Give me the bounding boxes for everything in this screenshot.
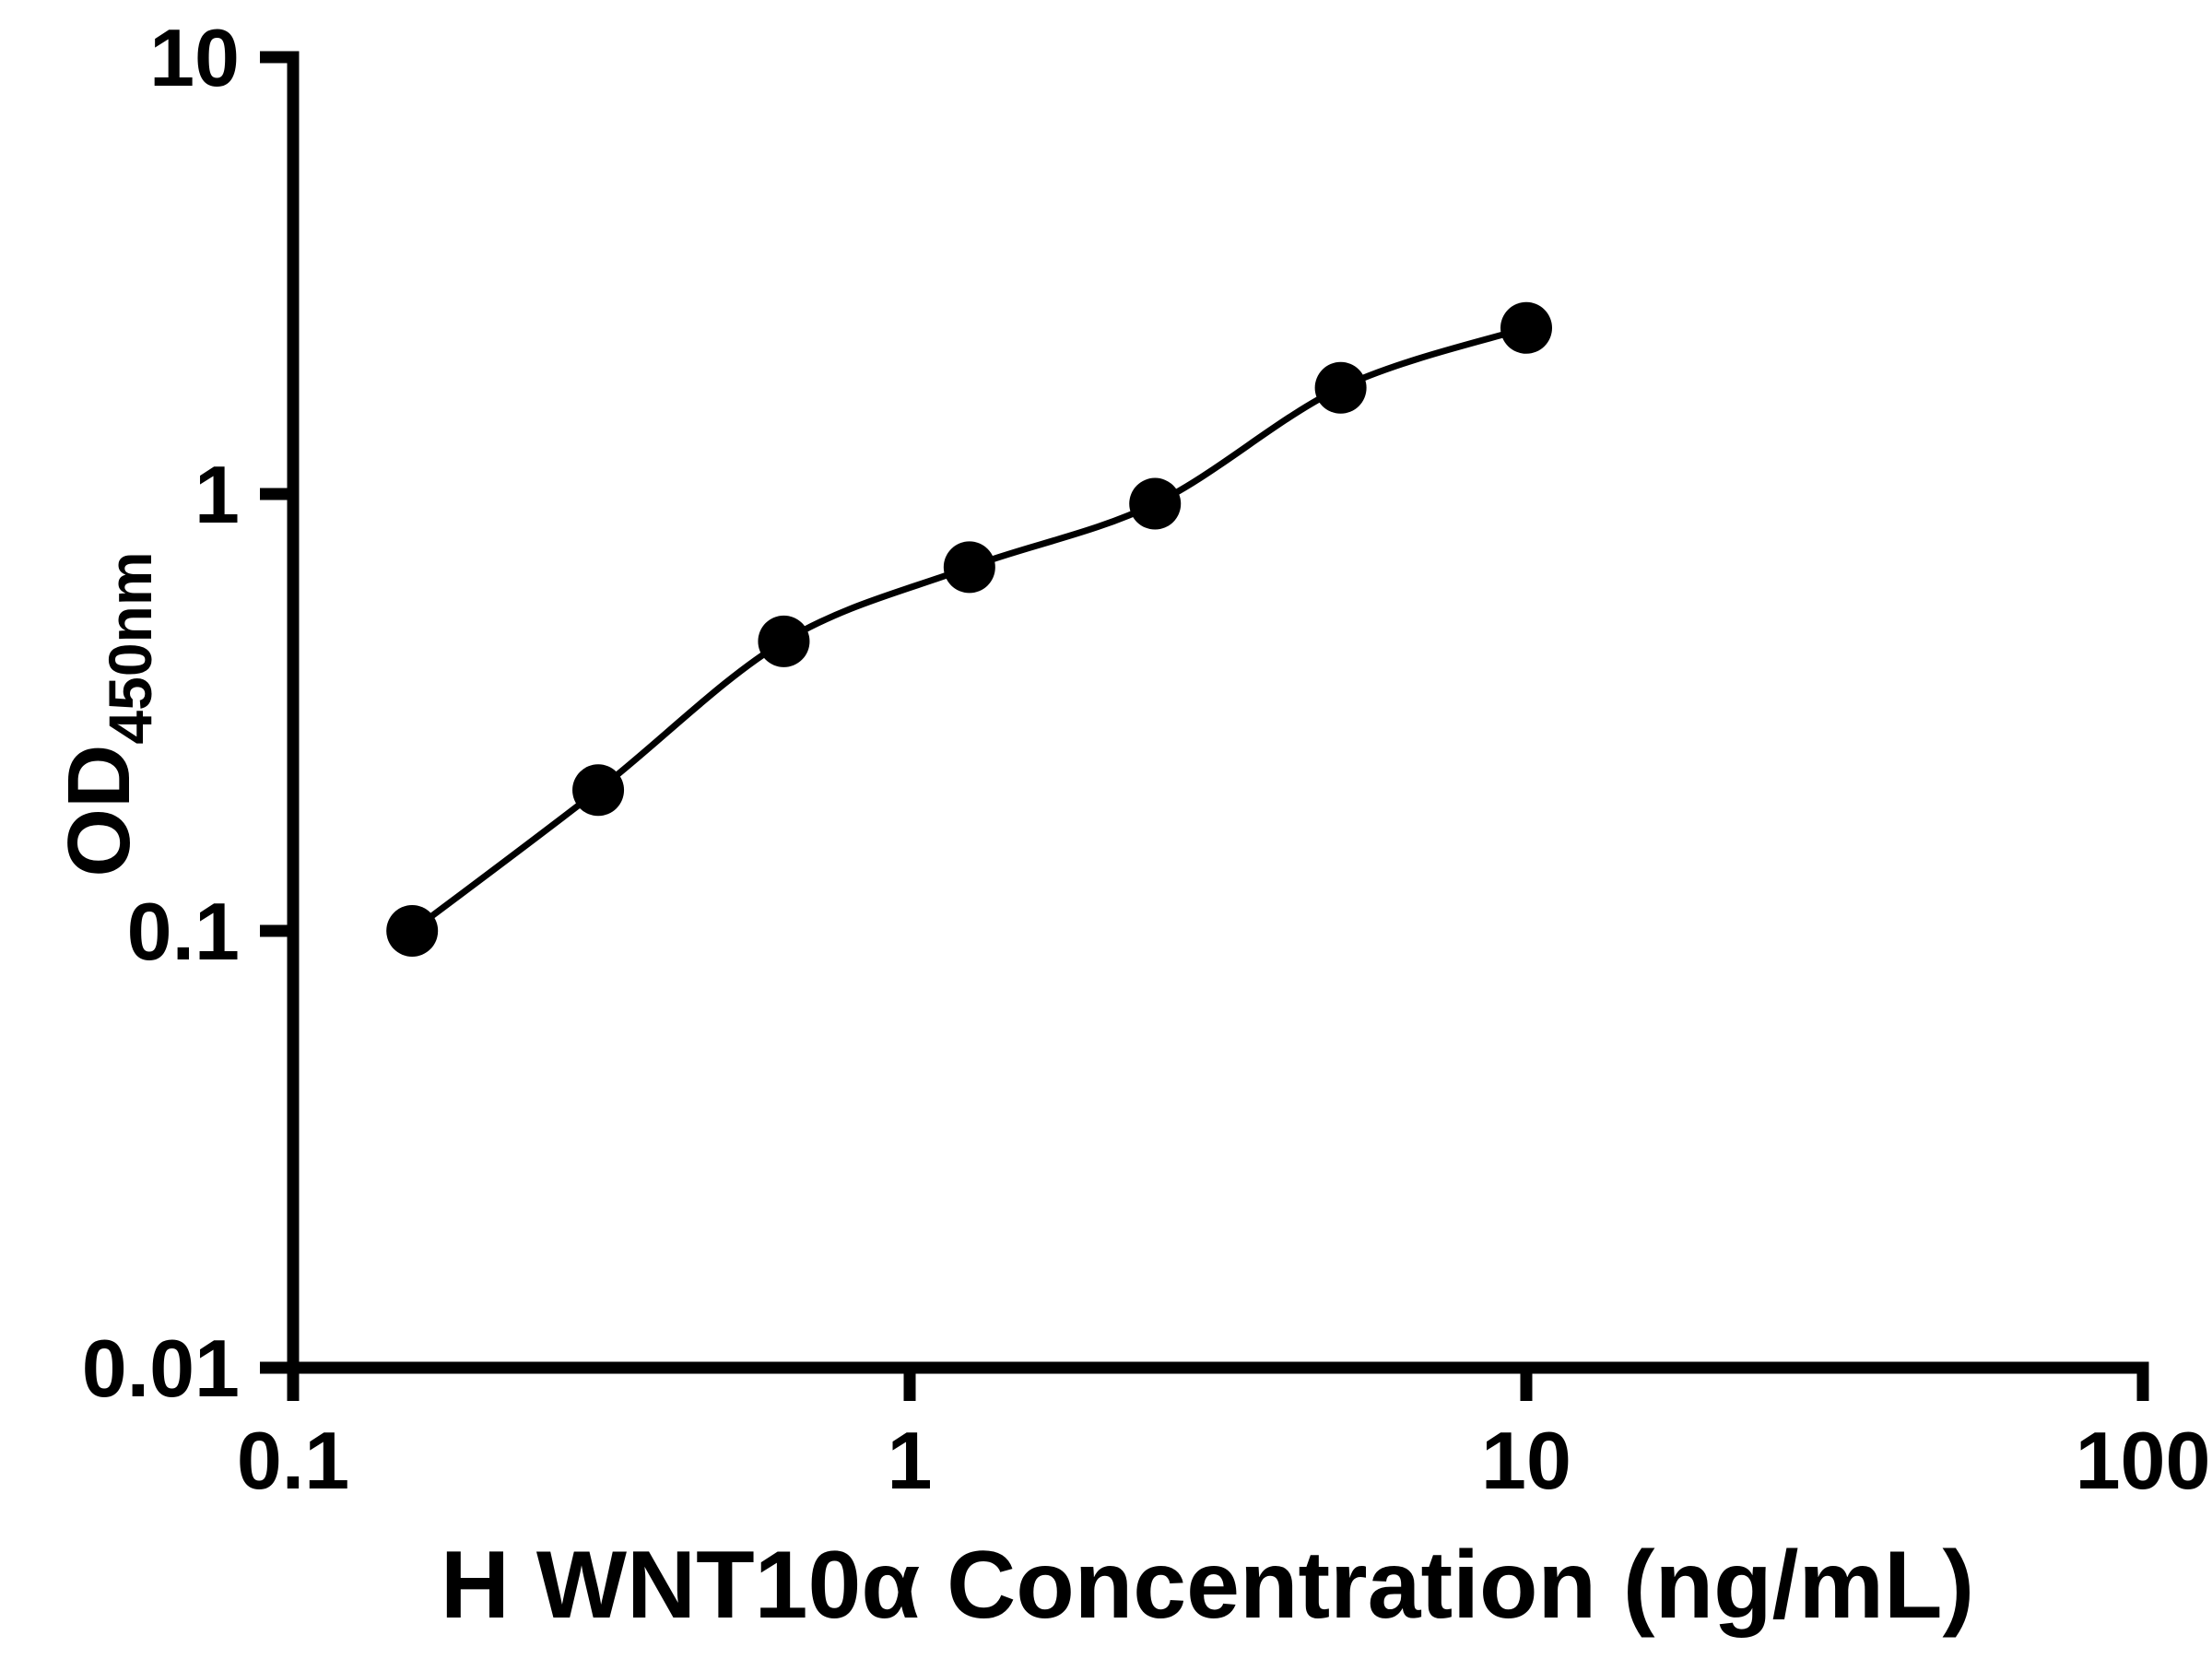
y-tick-label: 0.01: [82, 1323, 240, 1414]
fit-curve: [410, 324, 1528, 934]
x-tick-label: 0.1: [237, 1415, 349, 1506]
data-point: [943, 541, 995, 594]
data-point: [1129, 477, 1182, 530]
x-tick-label: 1: [888, 1415, 933, 1506]
y-tick-label: 0.1: [127, 886, 240, 977]
y-tick-label: 10: [149, 12, 240, 103]
data-point: [758, 615, 810, 667]
x-tick-label: 100: [2076, 1415, 2211, 1506]
data-point: [1500, 301, 1552, 354]
y-axis-title: OD450nm: [50, 551, 164, 877]
y-axis-title-main: OD: [50, 745, 148, 877]
data-point: [386, 905, 439, 957]
x-axis-title: H WNT10α Concentration (ng/mL): [441, 1532, 1974, 1639]
data-point: [1314, 361, 1367, 414]
data-point: [572, 764, 625, 817]
x-tick-label: 10: [1481, 1415, 1571, 1506]
y-axis-title-sub: 450nm: [96, 551, 164, 744]
y-tick-label: 1: [194, 449, 240, 540]
